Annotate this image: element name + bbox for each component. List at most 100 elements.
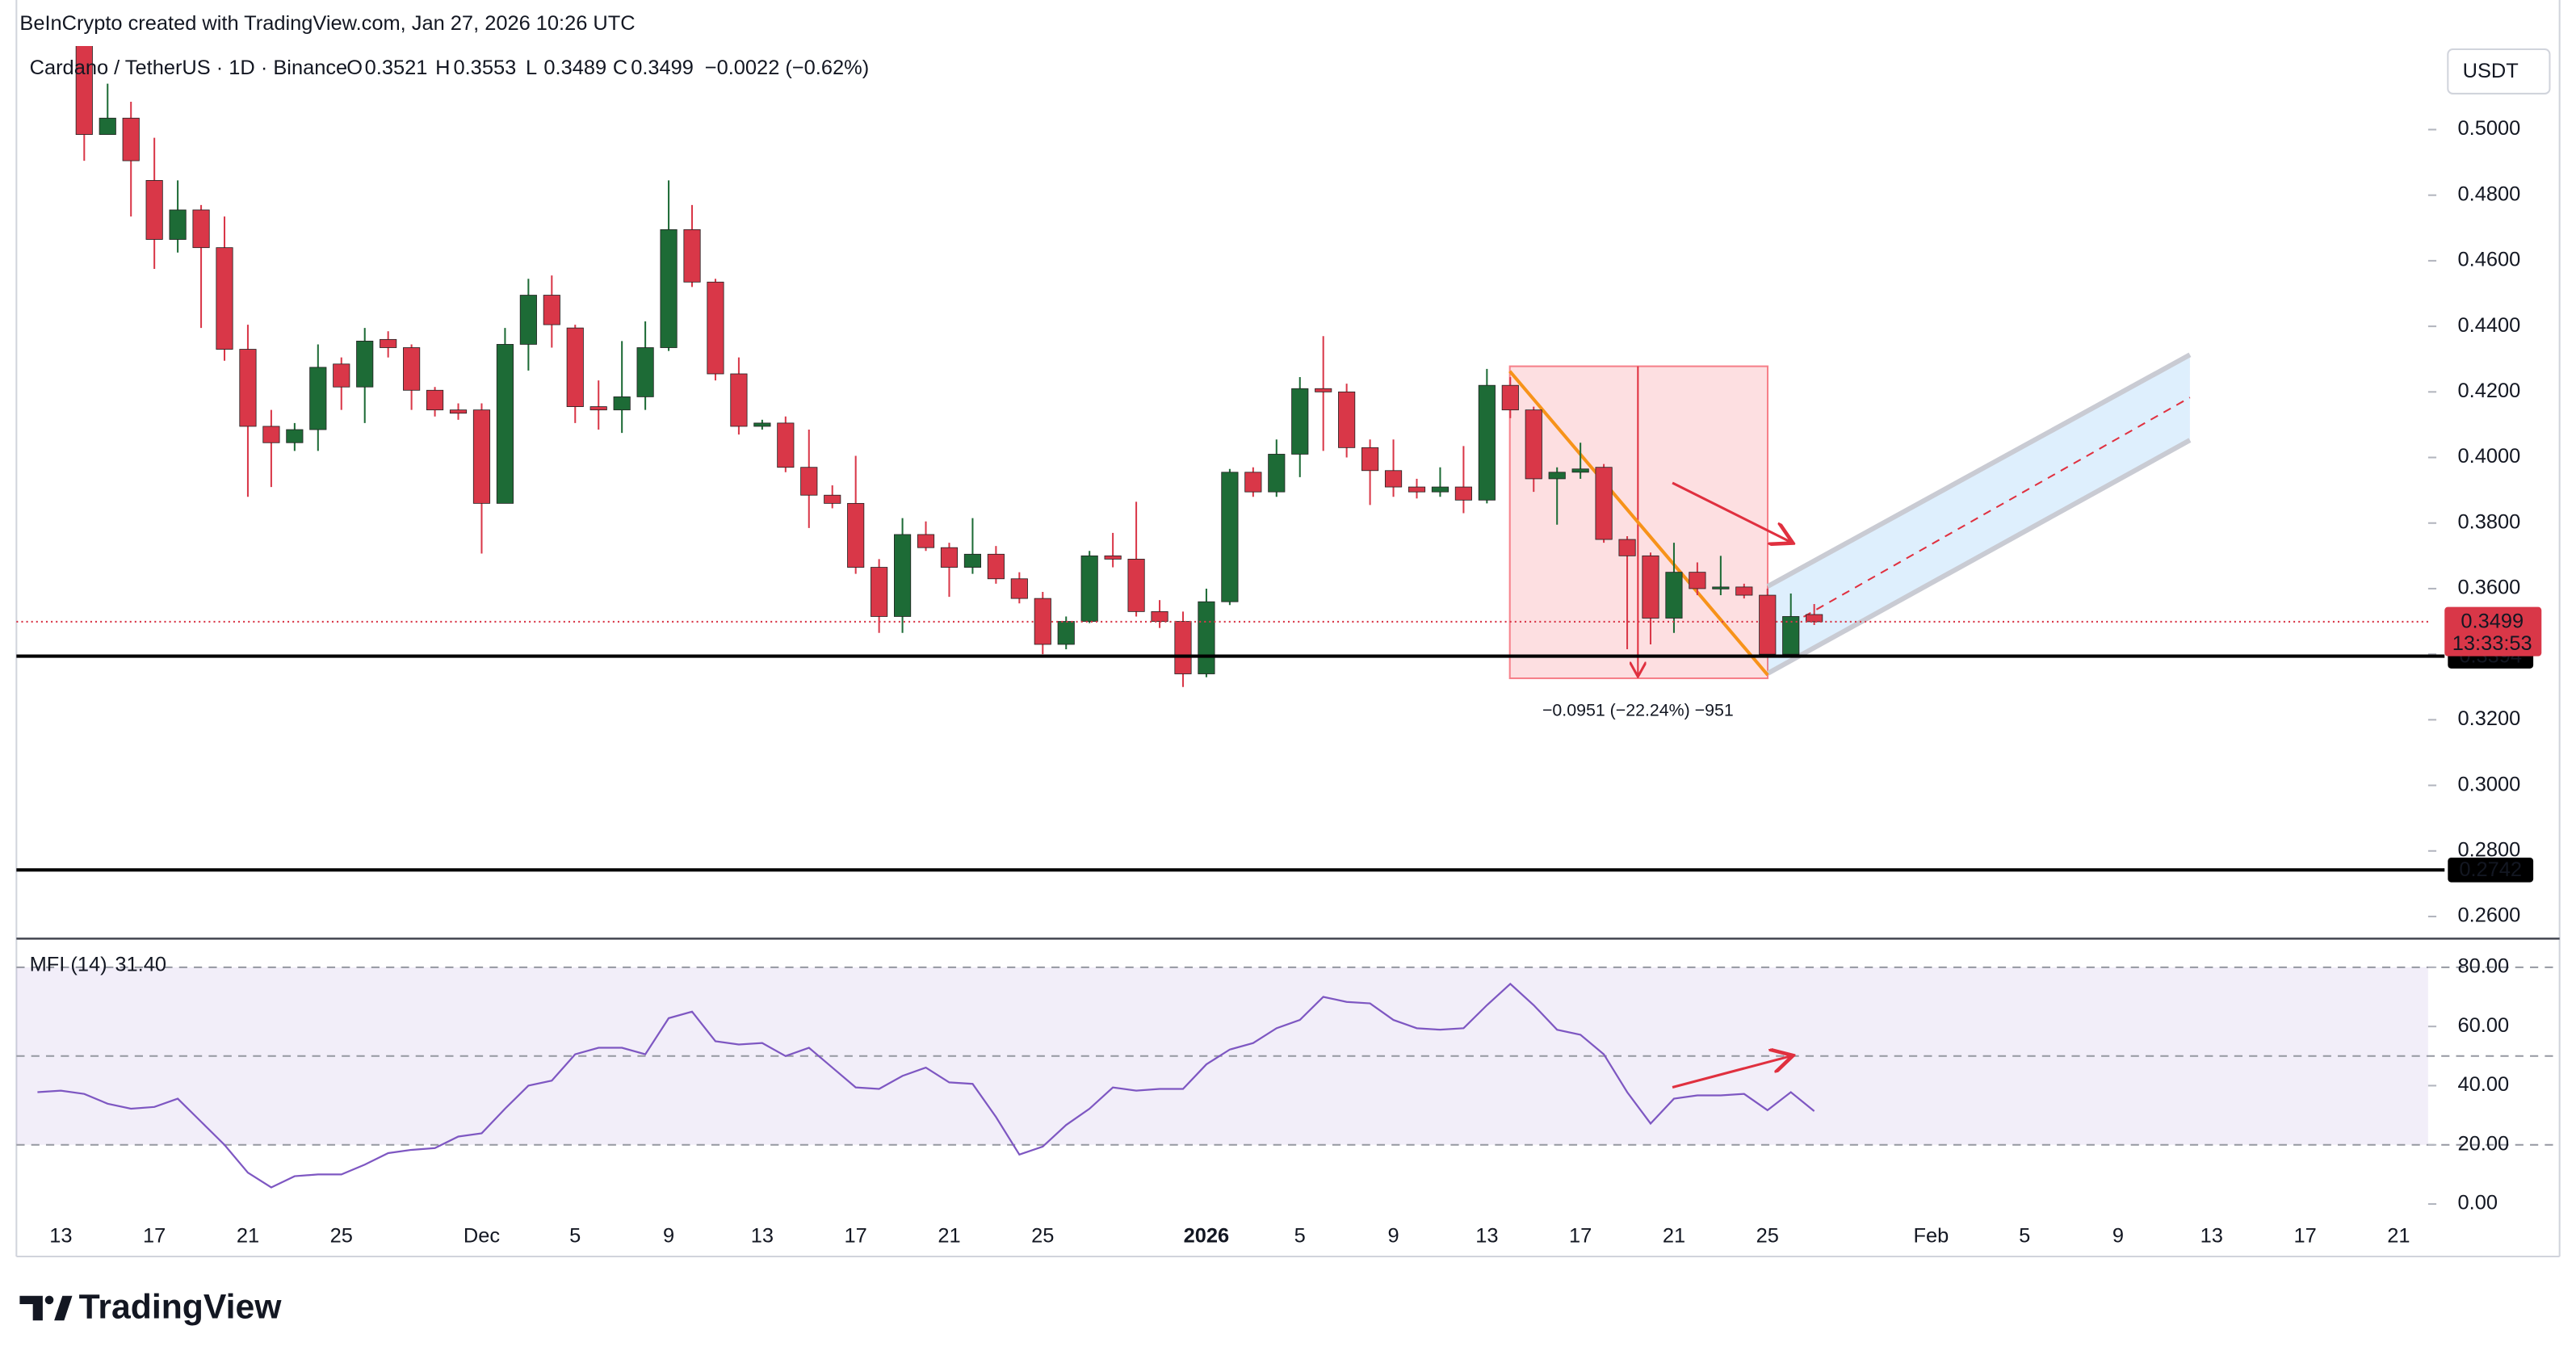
currency: USDT xyxy=(2463,60,2519,82)
channel-fill xyxy=(1768,354,2190,673)
candle-body xyxy=(1291,388,1309,455)
candle-body xyxy=(1431,486,1450,493)
hline-label: 0.2742 xyxy=(2459,858,2522,881)
ohlc-letter: C xyxy=(613,57,627,79)
currency-box[interactable] xyxy=(2447,48,2551,94)
candle-body xyxy=(1338,391,1356,448)
candle-body xyxy=(1571,468,1589,473)
candle-body xyxy=(987,553,1005,580)
candle-body xyxy=(145,180,163,240)
candle-body xyxy=(1057,621,1075,645)
ohlc-letter: L xyxy=(526,57,537,79)
candle-body xyxy=(871,567,888,617)
candle-body xyxy=(660,229,678,348)
x-tick-label: 13 xyxy=(49,1224,72,1247)
x-tick-label: 21 xyxy=(2387,1224,2410,1247)
candle-body xyxy=(730,373,748,427)
candle-body xyxy=(333,363,350,388)
y-tick-label: 40.00 xyxy=(2458,1073,2510,1096)
x-tick-label: 5 xyxy=(1294,1224,1306,1247)
y-tick-label: 0.3000 xyxy=(2458,773,2521,795)
candle-body xyxy=(777,422,795,468)
y-tick-label: 0.2600 xyxy=(2458,904,2521,927)
candle-body xyxy=(1712,586,1730,589)
price-arrow xyxy=(1672,481,1790,542)
candle-body xyxy=(309,367,327,430)
candle-body xyxy=(1384,470,1403,488)
y-tick-label: 0.2800 xyxy=(2458,838,2521,861)
change: −0.0022 (−0.62%) xyxy=(705,57,869,79)
candle-body xyxy=(1244,472,1262,493)
ohlc-value: 0.3521 xyxy=(365,57,428,79)
candle-body xyxy=(449,409,468,414)
candle-body xyxy=(1665,572,1683,619)
candle-body xyxy=(636,347,654,397)
y-tick-label: 0.5000 xyxy=(2458,117,2521,140)
candle-body xyxy=(613,396,631,411)
x-tick-label: 17 xyxy=(1569,1224,1592,1247)
candle-body xyxy=(1198,601,1215,674)
y-tick-label: 60.00 xyxy=(2458,1014,2510,1037)
candle-body xyxy=(1735,586,1753,596)
candle-body xyxy=(1782,616,1800,655)
last-price-box xyxy=(2444,606,2542,657)
measure-label: −0.0951 (−22.24%) −951 xyxy=(1542,700,1734,719)
ohlc-value: 0.3489 xyxy=(543,57,606,79)
candle-body xyxy=(1080,555,1098,622)
x-tick-label: 25 xyxy=(1031,1224,1054,1247)
x-tick-label: 21 xyxy=(1663,1224,1685,1247)
candle-body xyxy=(800,467,818,496)
overlay: 0.5000 0.4800 0.4600 0.4400 0.4200 0.4000 0.38… xyxy=(16,57,2542,1214)
candle-body xyxy=(192,209,210,249)
candle-body xyxy=(1010,578,1028,599)
candle-body xyxy=(169,209,187,240)
candle-body xyxy=(1151,610,1168,622)
candle-body xyxy=(519,295,537,345)
candle-body xyxy=(75,45,93,135)
candle-body xyxy=(1408,486,1426,493)
x-tick-label: 2026 xyxy=(1184,1224,1230,1247)
candle-body xyxy=(1548,472,1566,480)
candle-body xyxy=(1221,472,1239,602)
candle-body xyxy=(543,295,560,325)
y-tick-label: 0.4400 xyxy=(2458,314,2521,337)
candle-body xyxy=(262,426,280,443)
logo-dot xyxy=(44,1295,54,1305)
indicator-title: MFI (14) xyxy=(30,954,107,976)
x-tick-label: 5 xyxy=(569,1224,581,1247)
candle-body xyxy=(1361,447,1379,472)
candle-body xyxy=(403,347,421,391)
x-tick-label: 9 xyxy=(2112,1224,2124,1247)
candle-body xyxy=(1689,572,1706,589)
mfi-arrow xyxy=(1672,1056,1790,1089)
last-price-label: 0.3499 xyxy=(2461,610,2524,633)
x-tick-label: 13 xyxy=(2201,1224,2223,1247)
candle-body xyxy=(940,547,959,568)
candle-body xyxy=(1595,467,1613,540)
candle-body xyxy=(1268,454,1286,493)
candle-body xyxy=(1642,555,1659,619)
drawings xyxy=(1508,352,2192,1089)
y-tick-label: 0.3600 xyxy=(2458,577,2521,599)
candle-body xyxy=(893,534,912,617)
x-tick-label: 25 xyxy=(330,1224,353,1247)
mfi-line xyxy=(37,982,1815,1189)
y-tick-label: 0.4800 xyxy=(2458,182,2521,205)
x-tick-label: 17 xyxy=(845,1224,867,1247)
candle-body xyxy=(824,494,841,504)
ohlc-value: 0.3553 xyxy=(454,57,517,79)
candle-body xyxy=(426,389,444,411)
attribution: BeInCrypto created with TradingView.com,… xyxy=(19,12,635,35)
mfi-background xyxy=(16,966,2560,1146)
candle-body xyxy=(1104,555,1122,560)
candle-body xyxy=(286,429,304,443)
candle-body xyxy=(1618,539,1636,556)
candle-body xyxy=(707,281,724,375)
candle-body xyxy=(122,117,140,162)
y-tick-label: 0.3200 xyxy=(2458,707,2521,730)
x-tick-label: 21 xyxy=(237,1224,259,1247)
y-tick-label: 0.3800 xyxy=(2458,510,2521,533)
candle-body xyxy=(566,327,584,407)
